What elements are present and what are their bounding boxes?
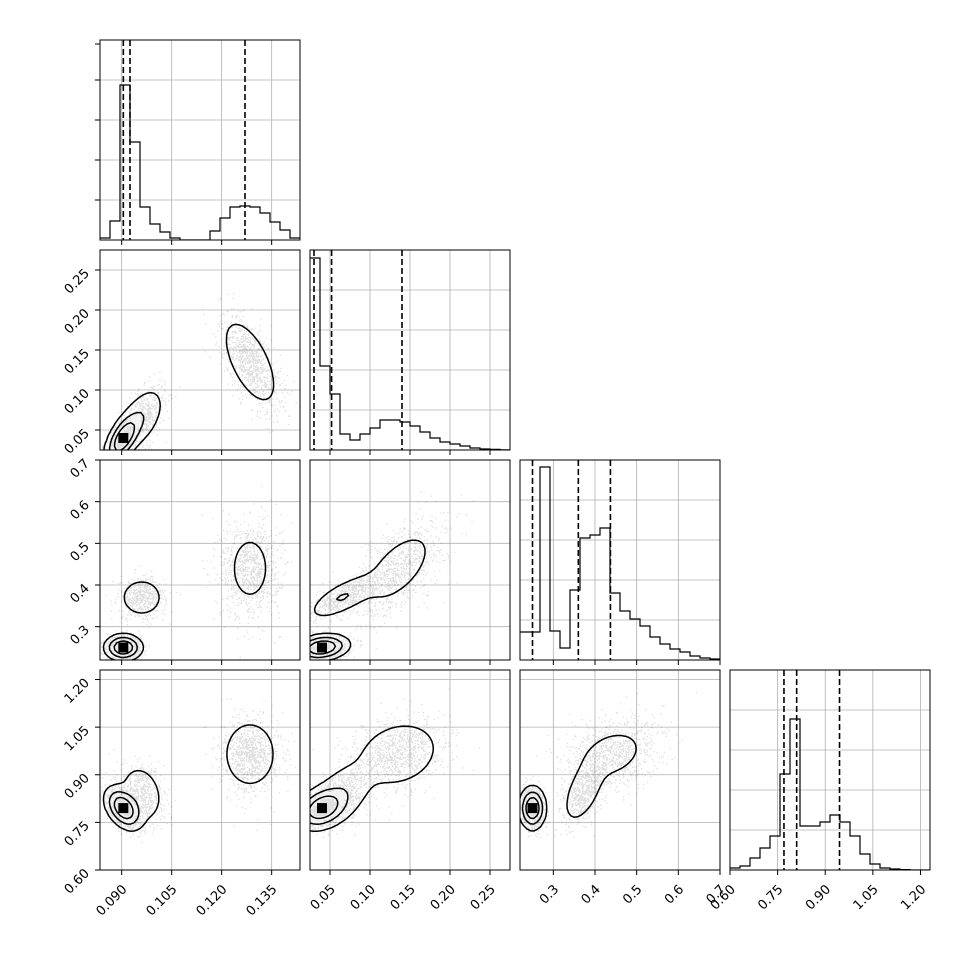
density-contour: [113, 796, 134, 820]
histogram-step: [310, 257, 510, 450]
scatter-layer: [100, 698, 297, 844]
sample-points: [101, 292, 297, 450]
x-tick-label: 1.05: [851, 882, 882, 913]
x-tick-label: 0.105: [144, 882, 181, 919]
density-contour: [102, 724, 274, 832]
x-tick-label: 1.20: [898, 882, 929, 913]
x-tick-label: 0.3: [537, 882, 562, 907]
histogram-panel-1: [309, 249, 511, 455]
x-tick-label: 0.135: [244, 882, 281, 919]
histogram-step: [520, 466, 720, 660]
panel-frame: [99, 39, 301, 241]
peak-marker: [118, 433, 129, 443]
x-tick-label: 0.5: [620, 882, 645, 907]
density-contour: [310, 640, 337, 655]
y-tick-label: 0.3: [68, 623, 93, 648]
y-tick-label: 1.05: [62, 723, 93, 754]
y-tick-label: 0.05: [62, 426, 93, 457]
scatter-panel-3-2: 0.3 0.4 0.5 0.6 0.7: [519, 669, 729, 907]
panel-frame: [99, 669, 301, 871]
x-tick-label: 0.6: [662, 882, 687, 907]
scatter-panel-2-0: 0.3 0.4 0.5 0.6 0.7: [68, 456, 301, 665]
density-contour: [108, 636, 138, 659]
panel-frame: [519, 459, 721, 661]
sample-points: [100, 698, 297, 844]
density-contour: [310, 725, 435, 833]
density-contour: [108, 791, 140, 825]
y-tick-label: 1.20: [62, 676, 93, 707]
x-tick-label: 0.20: [428, 882, 459, 913]
density-contour: [521, 791, 544, 825]
peak-marker: [118, 803, 129, 814]
histogram-step: [100, 84, 300, 240]
peak-marker: [118, 642, 129, 653]
y-tick-label: 0.25: [62, 266, 93, 297]
peak-marker: [317, 642, 327, 653]
histogram-panel-3: 0.60 0.75 0.90 1.05 1.20: [708, 669, 931, 913]
x-tick-label: 0.75: [755, 882, 786, 913]
y-tick-label: 0.90: [62, 771, 93, 802]
y-tick-label: 0.10: [62, 386, 93, 417]
scatter-panel-3-1: 0.05 0.10 0.15 0.20 0.25: [308, 669, 511, 913]
density-contour: [520, 734, 637, 832]
histogram-step: [730, 718, 930, 870]
density-contour: [310, 593, 350, 659]
sample-points: [520, 691, 698, 838]
y-tick-label: 0.20: [62, 306, 93, 337]
x-tick-label: 0.10: [348, 882, 379, 913]
x-tick-label: 0.120: [194, 882, 231, 919]
scatter-layer: [100, 485, 293, 660]
x-tick-label: 0.15: [388, 882, 419, 913]
density-contour: [310, 787, 349, 825]
density-contour: [108, 411, 145, 450]
density-contour: [103, 323, 275, 450]
density-contour: [113, 640, 134, 655]
y-tick-label: 0.5: [68, 540, 93, 565]
scatter-panel-3-0: 0.60 0.75 0.90 1.05 1.20 0.090 0.105 0.120 0.135: [62, 669, 301, 919]
x-tick-label: 0.90: [803, 882, 834, 913]
density-contour: [102, 541, 267, 660]
sample-points: [310, 688, 480, 839]
histogram-panel-2: [519, 459, 721, 665]
scatter-layer: [310, 688, 480, 839]
y-tick-label: 0.7: [68, 456, 93, 481]
peak-marker: [317, 803, 327, 814]
histogram-panel-0: [95, 39, 301, 245]
x-tick-label: 0.25: [468, 882, 499, 913]
x-tick-label: 0.05: [308, 882, 339, 913]
scatter-layer: [101, 292, 297, 450]
y-tick-label: 0.4: [68, 581, 93, 606]
scatter-layer: [310, 491, 474, 660]
y-tick-label: 0.6: [68, 498, 93, 523]
panel-frame: [99, 459, 301, 661]
panel-frame: [519, 669, 721, 871]
scatter-panel-1-0: 0.05 0.10 0.15 0.20 0.25: [62, 249, 301, 457]
density-contour: [310, 795, 339, 820]
scatter-panel-2-1: [309, 459, 511, 665]
density-contour: [113, 421, 136, 450]
panel-frame: [729, 669, 931, 871]
density-contour: [525, 796, 540, 820]
x-tick-label: 0.4: [579, 882, 604, 907]
y-tick-label: 0.15: [62, 346, 93, 377]
y-tick-label: 0.60: [62, 866, 93, 897]
x-tick-label: 0.090: [94, 882, 131, 919]
peak-marker: [527, 803, 538, 814]
scatter-layer: [520, 691, 698, 838]
sample-points: [310, 491, 474, 660]
y-tick-label: 0.75: [62, 819, 93, 850]
